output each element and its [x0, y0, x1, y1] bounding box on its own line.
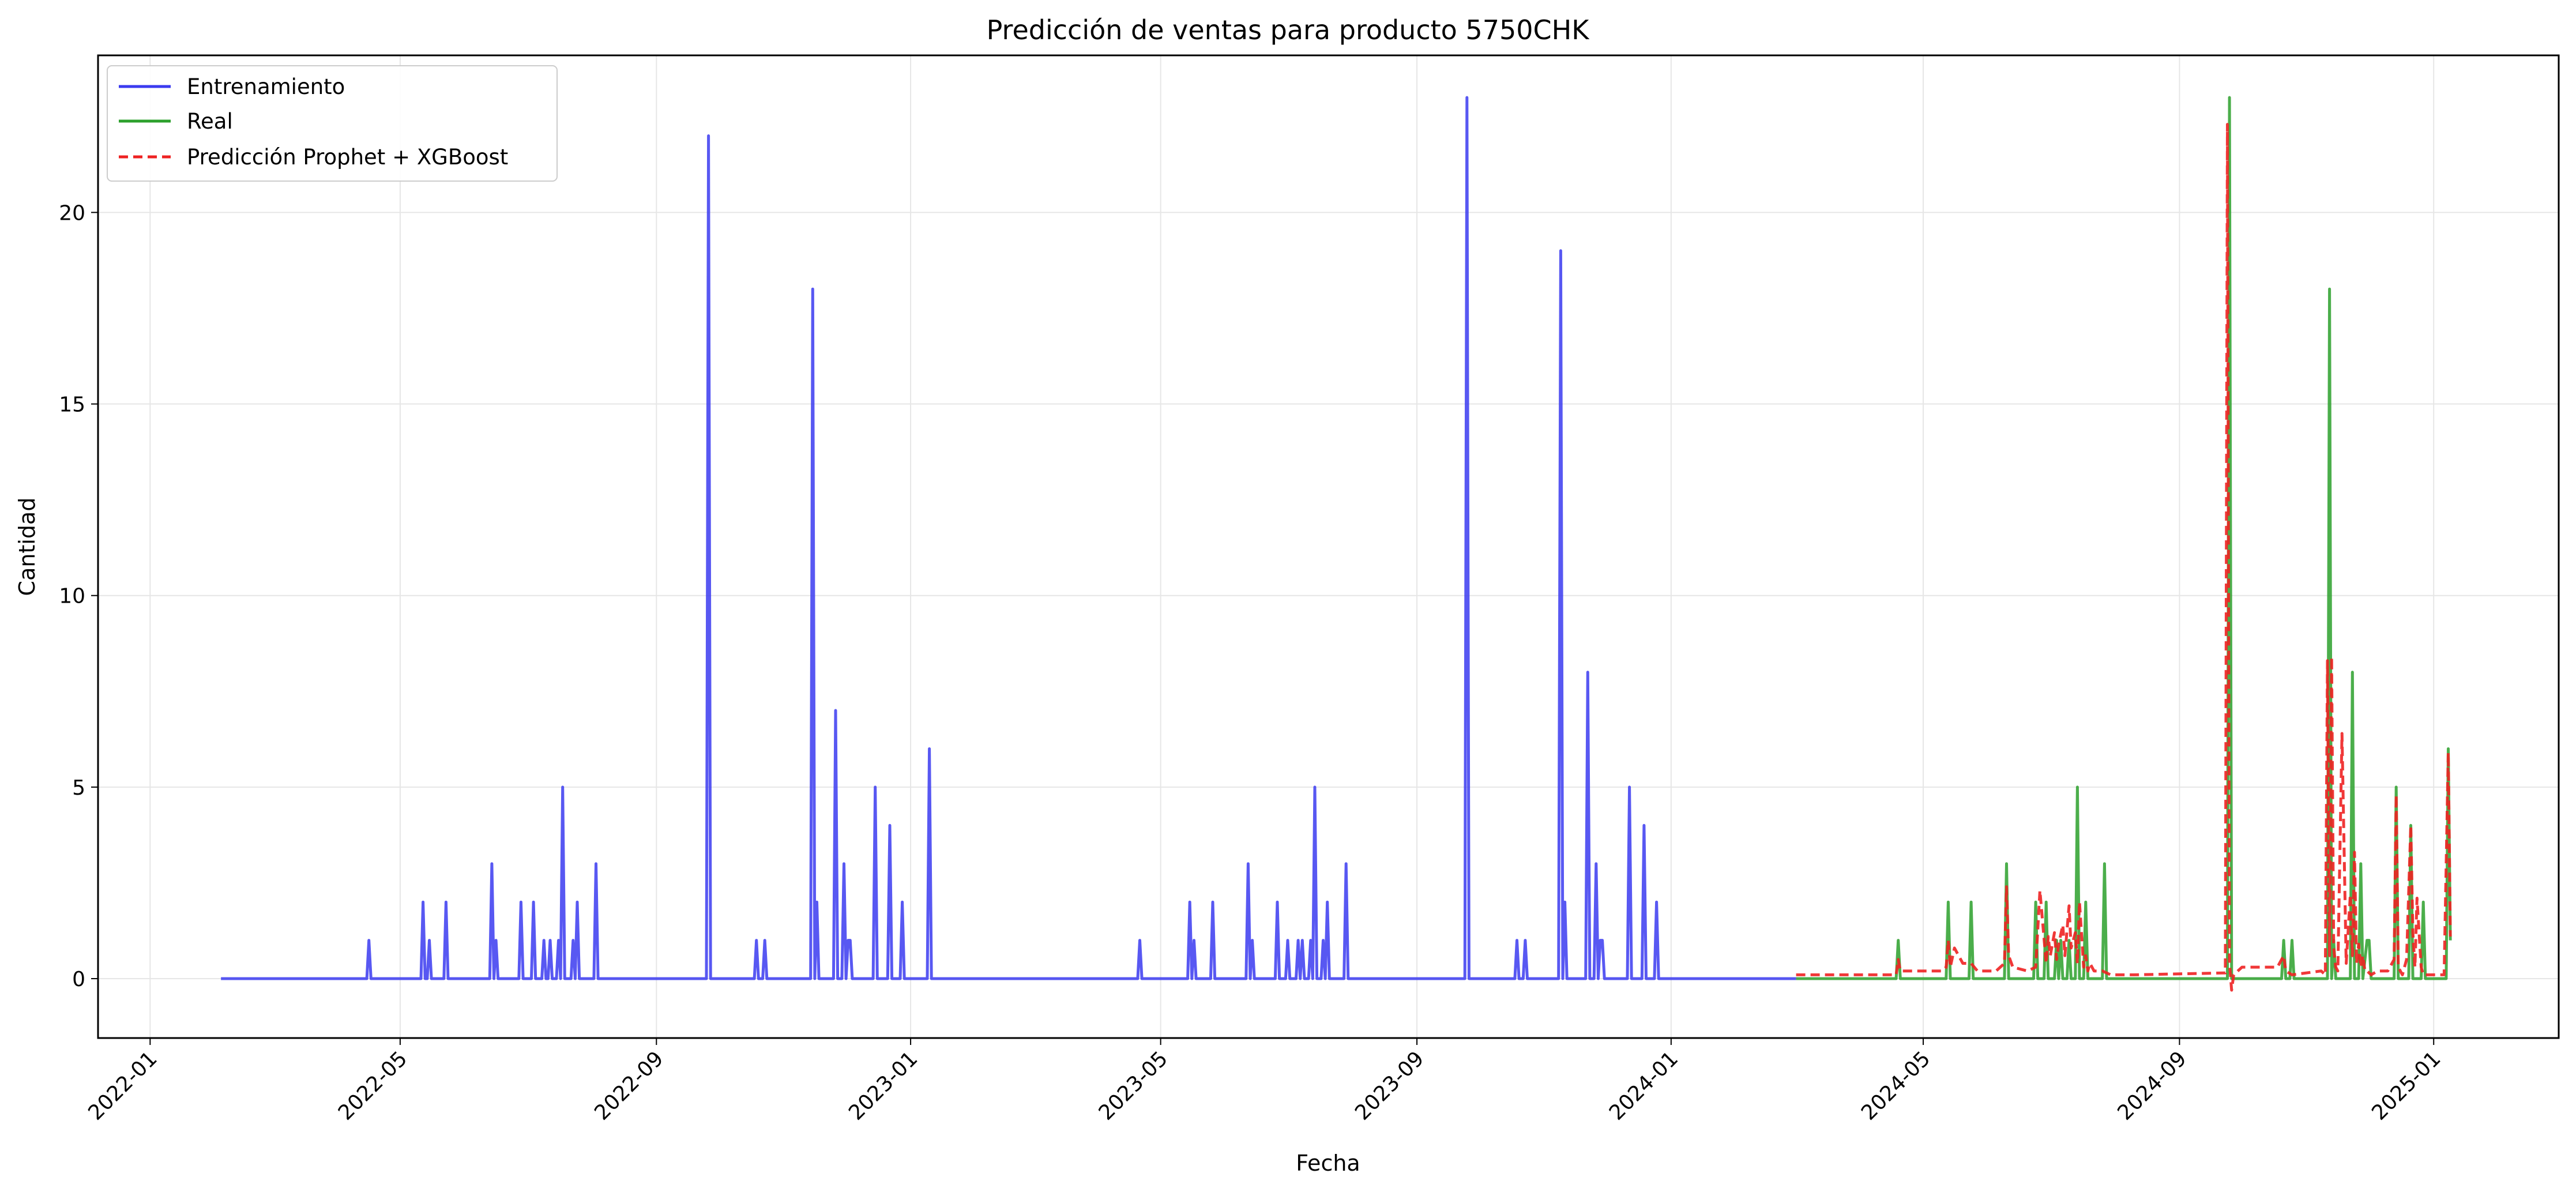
y-tick-label: 20 — [59, 201, 85, 225]
legend-label-entrenamiento: Entrenamiento — [187, 74, 345, 99]
series-line-real — [1796, 96, 2452, 980]
y-tick-label: 0 — [72, 968, 85, 991]
chart-title: Predicción de ventas para producto 5750C… — [987, 14, 1590, 46]
y-axis: 0 5 10 15 20 — [59, 201, 98, 991]
y-tick-label: 10 — [59, 585, 85, 608]
series-line-prediccion-prophet-xgboost — [1796, 123, 2452, 992]
series-layer — [221, 96, 2452, 992]
y-tick-label: 15 — [59, 393, 85, 417]
legend-label-prediccion: Predicción Prophet + XGBoost — [187, 145, 508, 170]
y-axis-title: Cantidad — [14, 498, 40, 596]
legend: Entrenamiento Real Predicción Prophet + … — [107, 65, 558, 182]
legend-label-real: Real — [187, 109, 233, 134]
plot-frame — [97, 54, 2560, 1039]
legend-box — [107, 65, 558, 182]
x-axis-title: Fecha — [1296, 1150, 1360, 1176]
y-tick-label: 5 — [72, 776, 85, 800]
series-line-entrenamiento — [221, 96, 1796, 980]
